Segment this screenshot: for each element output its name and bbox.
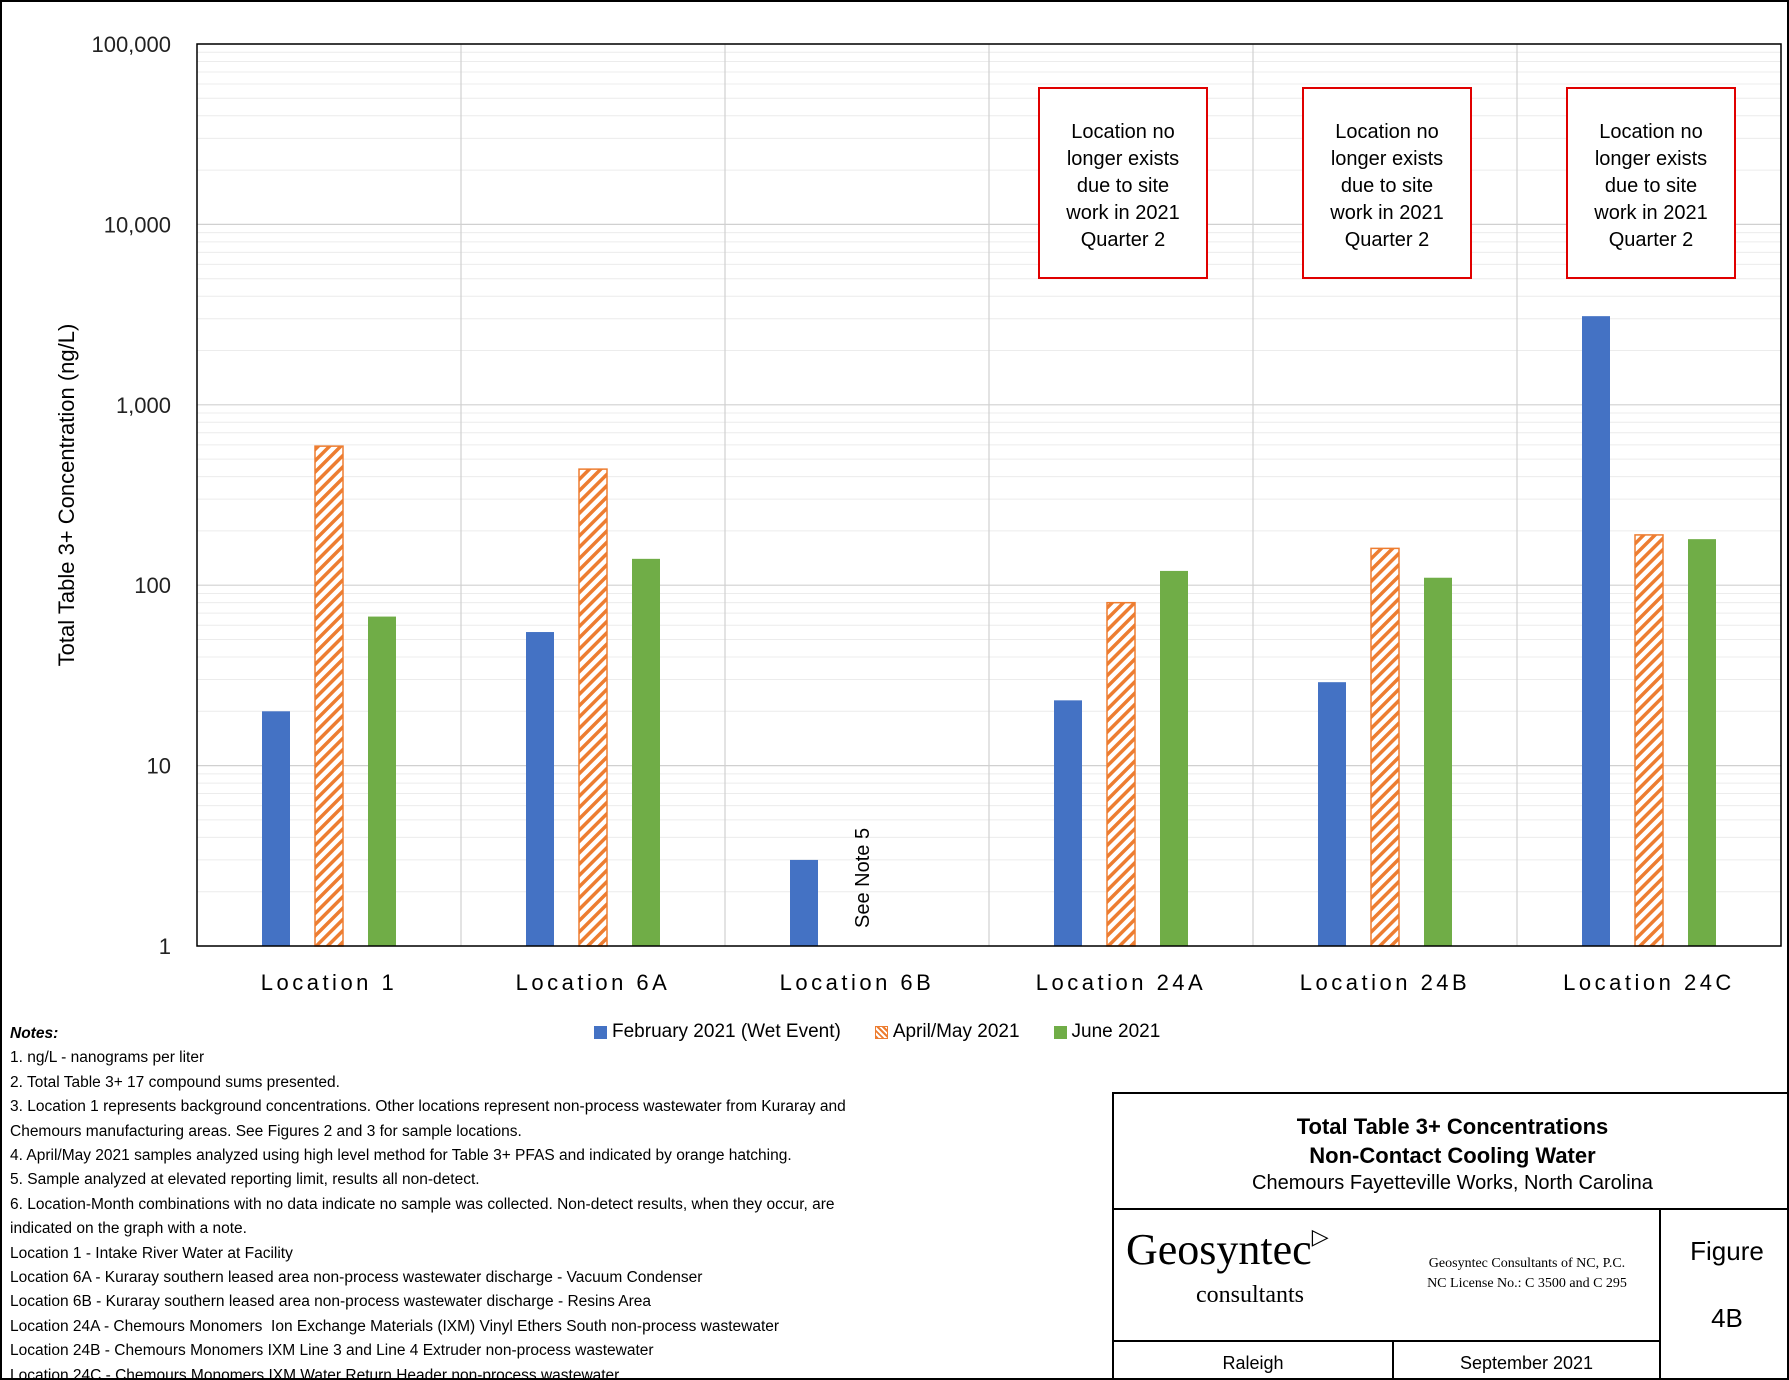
license-text: Geosyntec Consultants of NC, P.C. NC Lic… (1402, 1254, 1652, 1294)
note-line: Location 24B - Chemours Monomers IXM Lin… (10, 1342, 654, 1360)
bar-april-may-2021-location-6a (578, 468, 608, 947)
figure-title-line1: Total Table 3+ Concentrations (1296, 1114, 1609, 1139)
figure-number-cell: Figure 4B (1661, 1210, 1787, 1378)
y-tick-label: 1,000 (116, 393, 171, 418)
note-line: Chemours manufacturing areas. See Figure… (10, 1122, 522, 1140)
note-line: Location 24A - Chemours Monomers Ion Exc… (10, 1317, 780, 1335)
legend-label-february: February 2021 (Wet Event) (612, 1021, 841, 1042)
note-line: indicated on the graph with a note. (10, 1220, 247, 1238)
legend-label-april-may: April/May 2021 (892, 1021, 1020, 1042)
legend-item-february: February 2021 (Wet Event) (594, 1021, 841, 1043)
x-category-label: Location 6A (516, 970, 671, 995)
callout-text-line: Location no (1335, 121, 1438, 143)
bar-february-2021-wet-event-location-24b (1318, 682, 1346, 946)
figure-subtitle: Chemours Fayetteville Works, North Carol… (1252, 1172, 1653, 1194)
location-removed-callout: Location no longer exists due to site work … (1038, 87, 1208, 279)
figure-number: 4B (1711, 1303, 1743, 1333)
x-category-label: Location 24C (1563, 970, 1735, 995)
y-axis-label: Total Table 3+ Concentration (ng/L) (54, 324, 79, 667)
callout-text-line: Quarter 2 (1609, 229, 1693, 251)
note-line: 4. April/May 2021 samples analyzed using… (10, 1147, 792, 1165)
bar-april-may-2021-location-1 (314, 445, 344, 947)
logo-subtext: consultants (1196, 1282, 1304, 1308)
callout-text-line: Location no (1599, 121, 1702, 143)
bar-april-may-2021-location-24c (1634, 534, 1664, 947)
callout-text-line: due to site (1605, 175, 1697, 197)
callout-text-line: longer exists (1067, 148, 1179, 170)
callout-text-line: longer exists (1595, 148, 1707, 170)
bar-june-2021-location-24b (1424, 577, 1452, 946)
bar-february-2021-wet-event-location-6a (526, 632, 554, 946)
y-tick-label: 100 (134, 573, 171, 598)
callout-text-line: work in 2021 (1593, 202, 1707, 224)
legend-item-april-may: April/May 2021 (874, 1021, 1020, 1043)
notes-lines: 1. ng/L - nanograms per liter 2. Total Ta… (10, 1046, 1100, 1380)
callout-box (1038, 87, 1208, 279)
y-tick-label: 10 (147, 754, 171, 779)
callout-box (1302, 87, 1472, 279)
callout-text-line: due to site (1341, 175, 1433, 197)
figure-date: September 2021 (1394, 1342, 1661, 1378)
license-line1: Geosyntec Consultants of NC, P.C. (1428, 1256, 1626, 1271)
note-line: 3. Location 1 represents background conc… (10, 1098, 846, 1116)
legend-swatch-june (1053, 1025, 1067, 1039)
company-cell: Geosyntec▷ consultants Geosyntec Consult… (1114, 1210, 1661, 1342)
bar-february-2021-wet-event-location-24c (1582, 316, 1610, 947)
figure-title-line2: Non-Contact Cooling Water (1309, 1143, 1596, 1168)
note-line: 1. ng/L - nanograms per liter (10, 1049, 205, 1067)
callout-text-line: Location no (1071, 121, 1174, 143)
callout-text-line: longer exists (1331, 148, 1443, 170)
bar-april-may-2021-location-24a (1106, 601, 1136, 947)
plot-area-frame (196, 43, 1782, 947)
y-tick-label: 100,000 (91, 32, 171, 57)
bar-february-2021-wet-event-location-1 (262, 711, 290, 946)
legend-label-june: June 2021 (1071, 1021, 1161, 1042)
figure-label: Figure (1690, 1236, 1764, 1266)
y-tick-label: 10,000 (104, 212, 171, 237)
x-category-label: Location 1 (261, 970, 398, 995)
title-block: Total Table 3+ Concentrations Non-Contac… (1112, 1092, 1787, 1378)
note-line: Location 1 - Intake River Water at Facil… (10, 1244, 293, 1262)
x-category-label: Location 24A (1036, 970, 1206, 995)
legend-swatch-april-may (874, 1025, 888, 1039)
location-removed-callout: Location no longer exists due to site work … (1302, 87, 1472, 279)
note-line: 5. Sample analyzed at elevated reporting… (10, 1171, 480, 1189)
note-line: Location 24C - Chemours Monomers IXM Wat… (10, 1366, 620, 1380)
note-line: 2. Total Table 3+ 17 compound sums prese… (10, 1073, 340, 1091)
legend-swatch-february (594, 1025, 607, 1039)
bar-april-may-2021-location-24b (1370, 547, 1400, 947)
callout-text-line: due to site (1077, 175, 1169, 197)
bar-february-2021-wet-event-location-6b (790, 859, 818, 946)
x-category-label: Location 6B (780, 970, 935, 995)
bar-chart: 1 10 100 1,000 10,000 100,000 Total Table 3+ C… (54, 32, 1782, 995)
license-line2: NC License No.: C 3500 and C 295 (1427, 1276, 1627, 1291)
notes-title: Notes: (10, 1025, 59, 1042)
company-logo: Geosyntec▷ (1126, 1224, 1329, 1275)
callout-text-line: work in 2021 (1065, 202, 1179, 224)
logo-word: Geosyntec (1126, 1225, 1312, 1274)
callout-text-line: work in 2021 (1329, 202, 1443, 224)
bar-june-2021-location-1 (368, 616, 396, 946)
note-line: Location 6B - Kuraray southern leased ar… (10, 1293, 652, 1311)
see-note-annotation: See Note 5 (852, 828, 874, 928)
title-block-header: Total Table 3+ Concentrations Non-Contac… (1114, 1094, 1787, 1210)
y-tick-label: 1 (159, 934, 171, 959)
callout-text-line: Quarter 2 (1081, 229, 1165, 251)
chart-legend: February 2021 (Wet Event) April/May 2021… (594, 1021, 1160, 1043)
notes-block: Notes: 1. ng/L - nanograms per liter 2. T… (10, 1022, 1100, 1380)
location-removed-callout: Location no longer exists due to site work … (1566, 87, 1736, 279)
note-line: 6. Location-Month combinations with no d… (10, 1195, 835, 1213)
legend-item-june: June 2021 (1053, 1021, 1161, 1043)
bar-june-2021-location-6a (632, 558, 660, 946)
bar-february-2021-wet-event-location-24a (1054, 700, 1082, 946)
logo-arrow-icon: ▷ (1311, 1224, 1329, 1249)
bar-june-2021-location-24c (1688, 539, 1716, 946)
x-category-label: Location 24B (1300, 970, 1470, 995)
bar-june-2021-location-24a (1160, 570, 1188, 946)
callout-box (1566, 87, 1736, 279)
note-line: Location 6A - Kuraray southern leased ar… (10, 1269, 703, 1287)
callout-text-line: Quarter 2 (1345, 229, 1429, 251)
office-city: Raleigh (1114, 1342, 1394, 1378)
